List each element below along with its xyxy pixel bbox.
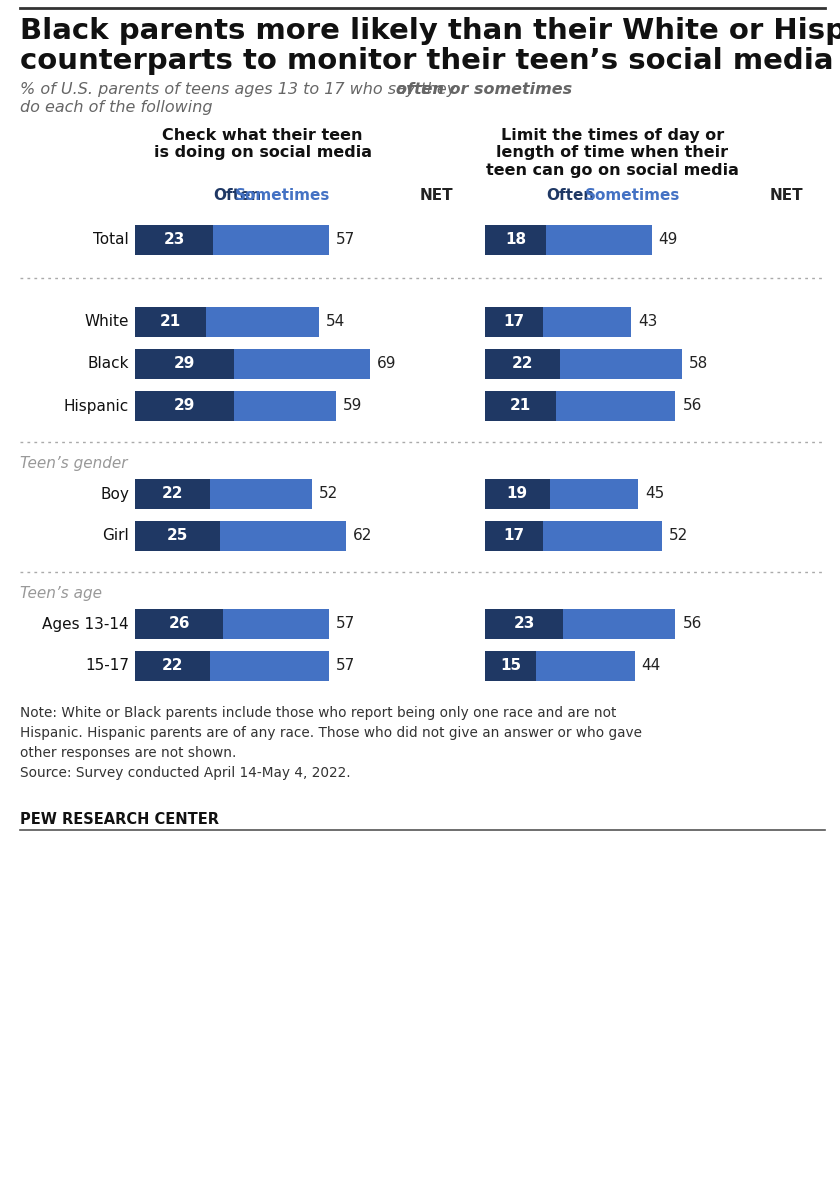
Text: 17: 17: [503, 528, 524, 544]
Text: Sometimes: Sometimes: [585, 187, 680, 203]
Bar: [485, 521, 543, 551]
Text: 57: 57: [336, 617, 355, 631]
Bar: [135, 608, 223, 638]
Bar: [485, 349, 559, 379]
Text: 19: 19: [507, 486, 528, 502]
Text: Often: Often: [213, 187, 261, 203]
Bar: [135, 650, 210, 680]
Bar: [135, 479, 210, 509]
Bar: [135, 391, 336, 421]
Text: Teen’s age: Teen’s age: [20, 586, 102, 601]
Bar: [485, 479, 638, 509]
Bar: [485, 608, 675, 638]
Bar: [485, 226, 546, 254]
Text: 23: 23: [164, 233, 185, 247]
Text: 17: 17: [503, 314, 524, 330]
Bar: [135, 226, 213, 254]
Text: Check what their teen
is doing on social media: Check what their teen is doing on social…: [154, 128, 371, 161]
Text: 15: 15: [500, 659, 521, 673]
Text: Limit the times of day or
length of time when their
teen can go on social media: Limit the times of day or length of time…: [486, 128, 739, 178]
Bar: [485, 307, 631, 337]
Text: 69: 69: [376, 356, 396, 372]
Text: counterparts to monitor their teen’s social media use: counterparts to monitor their teen’s soc…: [20, 47, 840, 74]
Bar: [485, 608, 563, 638]
Bar: [485, 307, 543, 337]
Text: 22: 22: [161, 659, 183, 673]
Text: Girl: Girl: [102, 528, 129, 544]
Bar: [135, 349, 234, 379]
Text: Ages 13-14: Ages 13-14: [42, 617, 129, 631]
Text: 49: 49: [659, 233, 678, 247]
Bar: [135, 521, 220, 551]
Text: 45: 45: [645, 486, 664, 502]
Text: 54: 54: [326, 314, 345, 330]
Text: do each of the following: do each of the following: [20, 100, 213, 115]
Bar: [135, 226, 328, 254]
Bar: [485, 349, 682, 379]
Bar: [485, 650, 536, 680]
Text: Black: Black: [87, 356, 129, 372]
Bar: [135, 479, 312, 509]
Text: 62: 62: [353, 528, 372, 544]
Text: 23: 23: [513, 617, 535, 631]
Text: Black parents more likely than their White or Hispanic: Black parents more likely than their Whi…: [20, 17, 840, 44]
Text: 44: 44: [642, 659, 661, 673]
Bar: [135, 521, 346, 551]
Bar: [485, 521, 662, 551]
Bar: [485, 391, 556, 421]
Text: 21: 21: [160, 314, 181, 330]
Text: 18: 18: [505, 233, 526, 247]
Text: 15-17: 15-17: [85, 659, 129, 673]
Text: 56: 56: [682, 617, 701, 631]
Text: Teen’s gender: Teen’s gender: [20, 456, 128, 470]
Bar: [135, 650, 328, 680]
Text: 57: 57: [336, 233, 355, 247]
Text: 22: 22: [512, 356, 533, 372]
Text: Note: White or Black parents include those who report being only one race and ar: Note: White or Black parents include tho…: [20, 706, 642, 780]
Text: Total: Total: [93, 233, 129, 247]
Text: NET: NET: [770, 187, 804, 203]
Text: 26: 26: [169, 617, 190, 631]
Text: 58: 58: [689, 356, 708, 372]
Text: NET: NET: [420, 187, 454, 203]
Text: 43: 43: [638, 314, 658, 330]
Text: 59: 59: [343, 398, 362, 414]
Text: Sometimes: Sometimes: [235, 187, 331, 203]
Text: % of U.S. parents of teens ages 13 to 17 who say they: % of U.S. parents of teens ages 13 to 17…: [20, 82, 461, 97]
Text: 56: 56: [682, 398, 701, 414]
Text: 22: 22: [161, 486, 183, 502]
Text: 25: 25: [167, 528, 188, 544]
Text: often or sometimes: often or sometimes: [396, 82, 572, 97]
Bar: [135, 608, 328, 638]
Bar: [135, 307, 207, 337]
Text: PEW RESEARCH CENTER: PEW RESEARCH CENTER: [20, 812, 219, 827]
Bar: [485, 226, 652, 254]
Bar: [135, 349, 370, 379]
Text: 29: 29: [174, 356, 195, 372]
Text: 52: 52: [319, 486, 338, 502]
Bar: [485, 479, 549, 509]
Text: Hispanic: Hispanic: [64, 398, 129, 414]
Bar: [485, 391, 675, 421]
Text: 52: 52: [669, 528, 688, 544]
Bar: [135, 307, 318, 337]
Text: 21: 21: [510, 398, 532, 414]
Text: Boy: Boy: [100, 486, 129, 502]
Text: White: White: [85, 314, 129, 330]
Bar: [485, 650, 634, 680]
Text: Often: Often: [546, 187, 594, 203]
Text: 57: 57: [336, 659, 355, 673]
Bar: [135, 391, 234, 421]
Text: 29: 29: [174, 398, 195, 414]
